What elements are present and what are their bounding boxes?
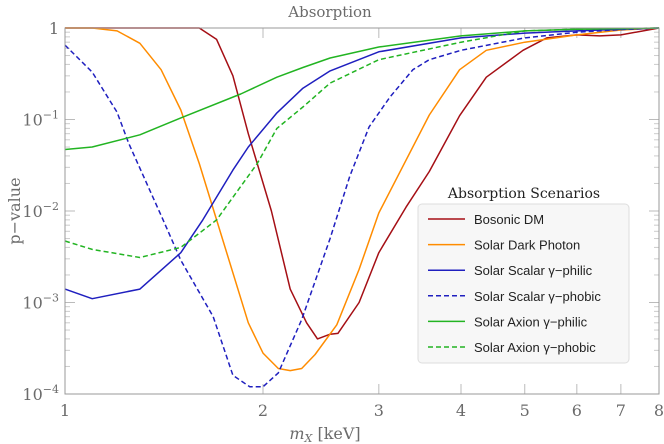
y-tick-labels: 1 10−1 10−2 10−3 10−4 [22,19,59,404]
legend-label: Solar Scalar γ−philic [474,263,593,278]
y-tick-label: 10−4 [22,383,59,404]
series-line-1 [65,27,660,372]
legend: Absorption Scenarios Bosonic DM Solar Dar… [417,186,630,364]
x-tick-label: 1 [60,401,70,420]
x-tick-labels: 1 2 3 4 5 6 7 8 [60,401,664,420]
legend-box [417,203,630,364]
legend-label: Solar Axion γ−phobic [474,340,596,355]
legend-label: Solar Dark Photon [474,238,580,253]
y-tick-label: 10−3 [22,292,59,313]
legend-title: Absorption Scenarios [447,186,600,202]
y-tick-label: 1 [49,19,59,38]
series-line-4 [64,27,660,151]
series-line-3 [64,27,660,388]
chart-title: Absorption [287,3,372,21]
plot-frame [64,27,660,395]
legend-label: Bosonic DM [474,212,544,227]
y-tick-label: 10−1 [22,109,59,130]
series-lines [64,27,660,388]
x-axis-label: mX [keV] [289,424,360,444]
y-tick-label: 10−2 [22,200,59,221]
x-tick-label: 3 [374,401,384,420]
x-tick-label: 2 [258,401,268,420]
legend-label: Solar Axion γ−philic [474,314,588,329]
legend-label: Solar Scalar γ−phobic [474,289,601,304]
series-line-5 [64,27,660,259]
x-tick-label: 5 [520,401,530,420]
x-tick-label: 6 [572,401,582,420]
series-line-0 [65,27,660,340]
x-tick-label: 4 [456,401,466,420]
y-axis-label: p−value [5,177,24,244]
x-tick-label: 8 [654,401,664,420]
x-tick-label: 7 [616,401,626,420]
